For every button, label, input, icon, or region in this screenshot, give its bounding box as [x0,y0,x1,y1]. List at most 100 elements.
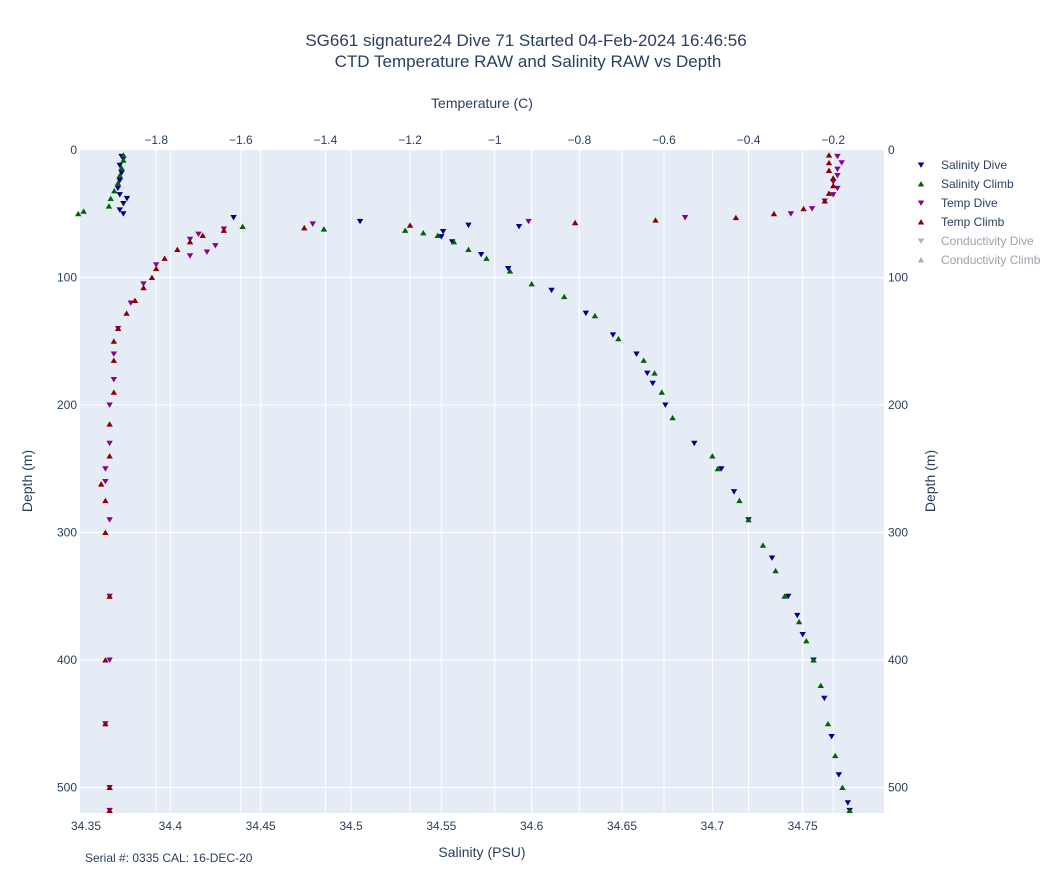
data-point [768,555,776,561]
data-point [356,218,364,225]
data-point [450,238,458,245]
legend-marker-icon [917,257,925,263]
data-point [186,238,194,245]
data-point [116,162,123,169]
data-point [106,657,113,663]
legend-label: Conductivity Dive [941,234,1034,248]
data-point [465,246,472,253]
legend-item-temp-climb[interactable]: Temp Climb [917,215,1005,229]
data-point [74,210,82,217]
data-point [118,164,125,171]
data-point [116,207,123,213]
data-point [830,192,837,198]
data-point [714,465,721,472]
data-point [825,159,833,166]
legend-label: Temp Dive [941,196,998,210]
data-point [161,255,168,261]
data-point [582,310,590,317]
legend-item-conductivity-climb[interactable]: Conductivity Climb [917,253,1041,267]
data-point [799,631,806,638]
data-point [652,217,659,223]
plot-area[interactable] [80,150,884,813]
data-point [116,178,123,184]
data-markers [74,152,853,814]
data-point [640,357,647,363]
legend-item-salinity-dive[interactable]: Salinity Dive [917,158,1008,172]
legend-marker-icon [917,238,925,244]
data-point [759,542,767,548]
data-point [681,215,689,221]
data-point [120,211,127,217]
x2-tick-label: −1.4 [314,133,338,147]
data-point [795,618,803,625]
serial-cal-note: Serial #: 0335 CAL: 16-DEC-20 [85,851,253,865]
y-tick-label: 200 [57,398,77,412]
data-point [110,376,118,383]
data-point [515,223,523,230]
data-point [525,218,532,225]
y2-tick-label: 0 [888,143,895,157]
y2-tick-label: 400 [888,653,908,667]
data-point [420,229,427,236]
series-temp-climb [97,152,837,814]
data-point [644,370,651,377]
data-point [781,593,788,599]
data-point [709,453,716,459]
data-point [301,224,308,231]
data-point [199,232,206,238]
data-point [718,466,725,472]
legend-marker-icon [917,219,925,225]
data-point [591,312,599,319]
series-salinity-climb [74,152,853,814]
data-point [835,772,843,778]
x2-tick-label: −1.8 [144,133,168,147]
data-point [794,612,801,619]
x-tick-label: 34.4 [159,819,183,833]
legend-label: Temp Climb [941,215,1005,229]
data-point [736,497,743,504]
data-point [561,293,568,300]
data-point [483,255,490,261]
data-point [803,637,810,644]
data-point [834,185,841,192]
y-axis-title: Depth (m) [19,450,35,512]
data-point [828,733,835,740]
y-tick-label: 500 [57,781,77,795]
data-point [102,720,109,727]
data-point [439,229,447,235]
y2-tick-label: 200 [888,398,908,412]
x2-tick-label: −1.6 [229,133,253,147]
data-point [102,478,109,485]
x2-tick-label: −0.4 [737,133,761,147]
legend-marker-icon [917,200,925,206]
data-point [174,246,181,253]
legend-item-conductivity-dive[interactable]: Conductivity Dive [917,234,1034,248]
data-point [800,205,807,212]
x-tick-label: 34.45 [246,819,276,833]
data-point [770,210,778,217]
data-point [633,351,640,357]
data-point [669,414,676,421]
data-point [834,166,841,173]
data-point [772,567,779,574]
data-point [116,192,123,198]
x2-tick-label: −0.2 [821,133,845,147]
data-point [691,440,698,447]
data-point [839,784,846,791]
legend-label: Salinity Dive [941,158,1007,172]
data-point [102,466,109,472]
data-point [152,262,160,268]
data-point [203,249,211,255]
y-tick-label: 400 [57,653,77,667]
series-temp-dive [102,153,845,814]
data-point [434,232,441,238]
x-tick-label: 34.55 [426,819,456,833]
data-point [824,720,832,727]
legend-item-salinity-climb[interactable]: Salinity Climb [917,177,1014,191]
data-point [785,593,792,600]
legend-item-temp-dive[interactable]: Temp Dive [917,196,998,210]
data-point [110,389,118,395]
data-point [830,175,837,181]
x-tick-label: 34.6 [520,819,544,833]
data-point [506,268,514,274]
